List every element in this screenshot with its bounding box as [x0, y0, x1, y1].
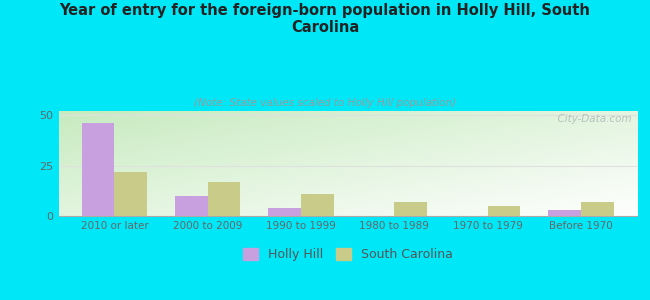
- Bar: [549, 210, 581, 216]
- Bar: [82, 123, 114, 216]
- Bar: [114, 172, 147, 216]
- Bar: [395, 202, 427, 216]
- Bar: [581, 202, 614, 216]
- Text: (Note: State values scaled to Holly Hill population): (Note: State values scaled to Holly Hill…: [194, 98, 456, 107]
- Legend: Holly Hill, South Carolina: Holly Hill, South Carolina: [237, 242, 459, 268]
- Text: Year of entry for the foreign-born population in Holly Hill, South
Carolina: Year of entry for the foreign-born popul…: [60, 3, 590, 35]
- Text: City-Data.com: City-Data.com: [551, 114, 631, 124]
- Bar: [268, 208, 301, 216]
- Bar: [175, 196, 208, 216]
- Bar: [488, 206, 521, 216]
- Bar: [208, 182, 240, 216]
- Bar: [301, 194, 333, 216]
